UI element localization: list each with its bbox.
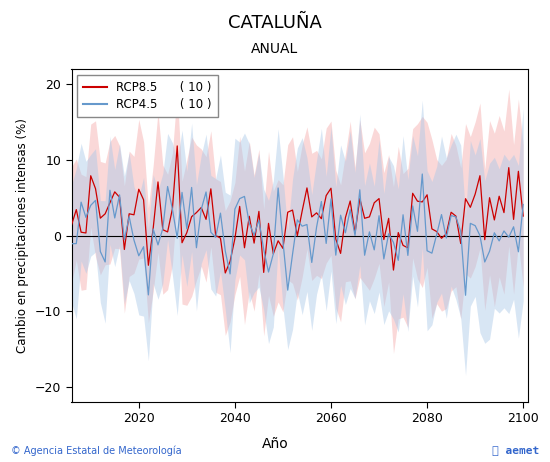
Text: CATALUÑA: CATALUÑA: [228, 14, 322, 32]
Y-axis label: Cambio en precipitaciones intensas (%): Cambio en precipitaciones intensas (%): [16, 118, 29, 353]
Text: ANUAL: ANUAL: [251, 42, 299, 55]
Text: © Agencia Estatal de Meteorología: © Agencia Estatal de Meteorología: [11, 446, 182, 456]
Text: Año: Año: [262, 437, 288, 450]
Legend: RCP8.5      ( 10 ), RCP4.5      ( 10 ): RCP8.5 ( 10 ), RCP4.5 ( 10 ): [78, 75, 218, 116]
Text: ⓘ aemet: ⓘ aemet: [492, 446, 539, 456]
